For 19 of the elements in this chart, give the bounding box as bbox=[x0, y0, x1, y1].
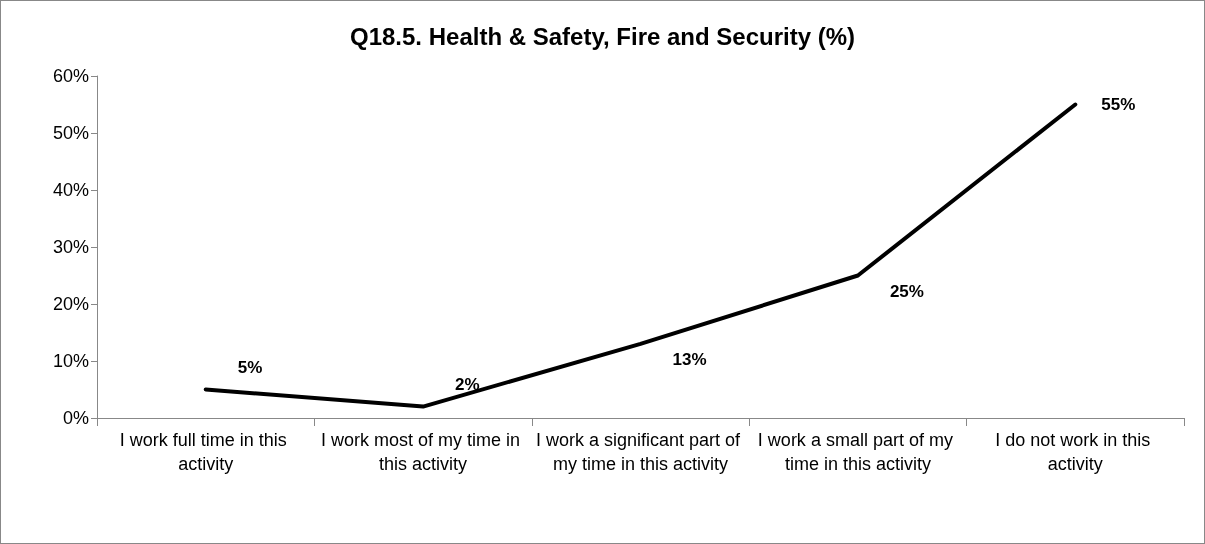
x-tick-label: I do not work in this activity bbox=[995, 430, 1156, 474]
y-tick-label: 60% bbox=[52, 66, 89, 86]
x-tick-label: I work a significant part of my time in this activity bbox=[535, 430, 746, 474]
y-tick-label: 30% bbox=[52, 237, 89, 257]
data-label: 55% bbox=[1101, 95, 1136, 114]
y-tick-label: 40% bbox=[52, 180, 89, 200]
y-tick-label: 0% bbox=[62, 408, 89, 428]
data-label: 5% bbox=[237, 358, 263, 377]
y-tick-label: 10% bbox=[52, 351, 89, 371]
chart-title: Q18.5. Health & Safety, Fire and Security (%) bbox=[349, 22, 856, 50]
x-tick-label: I work most of my time in this activity bbox=[321, 430, 526, 474]
y-tick-label: 50% bbox=[52, 123, 89, 143]
line-series bbox=[203, 102, 1078, 409]
data-label: 2% bbox=[455, 375, 480, 395]
data-label: 13% bbox=[672, 350, 707, 370]
x-tick-label: I work a small part of my time in this activity bbox=[757, 430, 958, 474]
data-label: 25% bbox=[889, 282, 924, 301]
x-tick-label: I work full time in this activity bbox=[119, 430, 292, 474]
y-tick-label: 20% bbox=[52, 294, 89, 314]
